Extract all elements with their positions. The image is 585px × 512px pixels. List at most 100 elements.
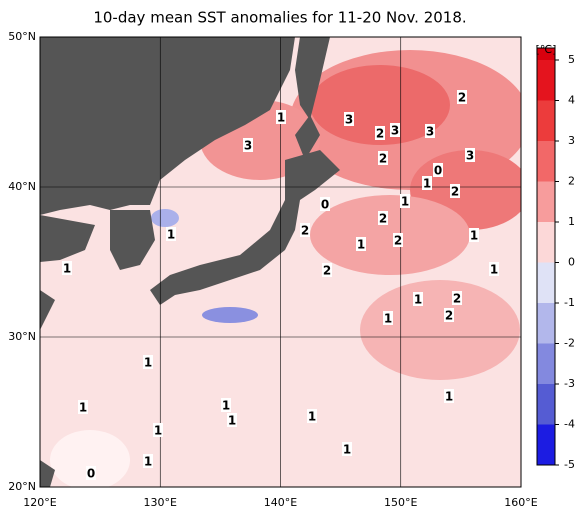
- x-tick-label: 120°E: [23, 496, 56, 509]
- land-coast: [40, 290, 55, 330]
- contour-label: 3: [244, 139, 252, 153]
- contour-label-bg: [444, 308, 454, 322]
- y-tick-label: 50°N: [8, 30, 36, 43]
- contour-label-bg: [465, 148, 475, 162]
- anomaly-patch: [50, 430, 130, 487]
- contour-label: 1: [470, 229, 478, 243]
- y-tick-label: 20°N: [8, 480, 36, 493]
- contour-label-bg: [344, 112, 354, 126]
- contour-label-bg: [243, 138, 253, 152]
- contour-label: 2: [379, 152, 387, 166]
- contour-label: 2: [458, 91, 466, 105]
- colorbar-swatch: [537, 303, 555, 344]
- contour-label: 1: [401, 195, 409, 209]
- colorbar-swatch: [537, 343, 555, 384]
- colorbar-tick-label: 3: [568, 134, 575, 147]
- contour-label: 1: [79, 401, 87, 415]
- land-china: [40, 215, 95, 262]
- x-tick-label: 140°E: [264, 496, 297, 509]
- colorbar-tick-label: 1: [568, 215, 575, 228]
- contour-label-bg: [469, 228, 479, 242]
- contour-label-bg: [62, 261, 72, 275]
- colorbar-swatch: [537, 181, 555, 222]
- anomaly-patch: [310, 195, 470, 275]
- contour-label: 3: [345, 113, 353, 127]
- colorbar-tick-label: 4: [568, 94, 575, 107]
- contour-label: 1: [414, 293, 422, 307]
- colorbar-tick-label: 2: [568, 175, 575, 188]
- contour-label-bg: [166, 227, 176, 241]
- contour-label-bg: [425, 124, 435, 138]
- colorbar-swatch: [537, 262, 555, 303]
- contour-label-bg: [400, 194, 410, 208]
- contour-label: 2: [376, 127, 384, 141]
- colorbar-tick-label: -4: [564, 418, 575, 431]
- colorbar-swatch: [537, 424, 555, 465]
- land-korea: [110, 210, 155, 270]
- contour-label-bg: [457, 90, 467, 104]
- contour-label-bg: [383, 311, 393, 325]
- land-hokkaido-north: [295, 115, 320, 160]
- contour-label-bg: [390, 123, 400, 137]
- contour-label-bg: [322, 263, 332, 277]
- contour-label-bg: [143, 454, 153, 468]
- contour-label: 2: [379, 212, 387, 226]
- contour-label: 3: [426, 125, 434, 139]
- contour-label: 1: [222, 399, 230, 413]
- contour-label-bg: [422, 176, 432, 190]
- contour-label: 0: [321, 198, 329, 212]
- contour-label-bg: [413, 292, 423, 306]
- colorbar-swatch: [537, 222, 555, 263]
- contour-label: 1: [154, 424, 162, 438]
- contour-label: 1: [144, 455, 152, 469]
- x-tick-label: 150°E: [384, 496, 417, 509]
- anomaly-patch: [360, 280, 520, 380]
- contour-label-bg: [378, 211, 388, 225]
- title: 10-day mean SST anomalies for 11-20 Nov.…: [93, 9, 466, 27]
- land-japan: [150, 150, 340, 305]
- colorbar-swatch: [537, 141, 555, 182]
- contour-label-bg: [444, 389, 454, 403]
- colorbar-swatch: [537, 384, 555, 425]
- contour-label-bg: [375, 126, 385, 140]
- colorbar-tick-label: -2: [564, 337, 575, 350]
- contour-label: 2: [323, 264, 331, 278]
- contour-label-bg: [378, 151, 388, 165]
- contour-label: 2: [453, 292, 461, 306]
- land-sakhalin: [295, 37, 330, 120]
- contour-label: 1: [357, 238, 365, 252]
- land-south: [40, 460, 55, 487]
- contour-label-bg: [86, 466, 96, 480]
- x-tick-label: 130°E: [144, 496, 177, 509]
- contour-label: 1: [228, 414, 236, 428]
- contour-label: 2: [301, 224, 309, 238]
- anomaly-patch: [151, 209, 179, 227]
- colorbar-tick-label: 0: [568, 256, 575, 269]
- map-frame: [39, 36, 522, 488]
- contour-label: 1: [445, 390, 453, 404]
- contour-label: 1: [144, 356, 152, 370]
- contour-label: 0: [87, 467, 95, 481]
- contour-label: 3: [391, 124, 399, 138]
- contour-label-bg: [143, 355, 153, 369]
- contour-label-bg: [78, 400, 88, 414]
- colorbar: 5 4 3 2 1 0 -1 -2 -3 -4 -5: [536, 47, 575, 471]
- contour-label-bg: [276, 110, 286, 124]
- contour-label: 1: [490, 263, 498, 277]
- contour-label: 1: [308, 410, 316, 424]
- colorbar-swatch: [537, 60, 555, 101]
- contour-label: 2: [394, 234, 402, 248]
- colorbar-tick-label: -3: [564, 377, 575, 390]
- colorbar-frame: [536, 47, 556, 466]
- contour-label-bg: [227, 413, 237, 427]
- land-asia: [40, 37, 295, 215]
- y-tick-label: 40°N: [8, 180, 36, 193]
- contour-label-bg: [393, 233, 403, 247]
- colorbar-unit: [℃]: [536, 43, 557, 56]
- contour-label: 2: [445, 309, 453, 323]
- contour-label-bg: [452, 291, 462, 305]
- anomaly-patch: [202, 307, 258, 323]
- contour-label-bg: [433, 163, 443, 177]
